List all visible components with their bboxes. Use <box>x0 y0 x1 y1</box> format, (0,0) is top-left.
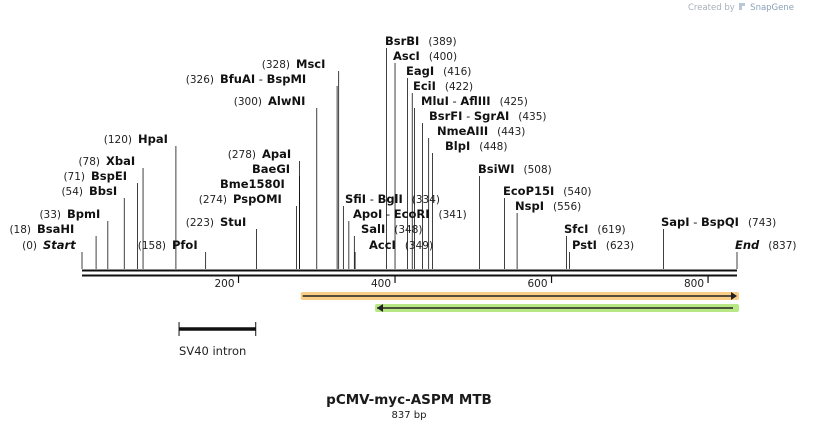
site-name-apai: ApaI <box>262 147 291 161</box>
ruler-label-200: 200 <box>214 278 234 290</box>
site-name-apoi-ecori: ApoI - EcoRI <box>353 207 430 221</box>
site-name-ecii: EciI <box>413 79 436 93</box>
site-name-bfuai-bspmi: BfuAI - BspMI <box>220 72 306 86</box>
site-name-start: Start <box>43 238 76 252</box>
site-position-start: (0) <box>22 240 37 252</box>
ruler-label-400: 400 <box>371 278 391 290</box>
snapgene-logo-icon <box>739 3 746 10</box>
site-name-msci: MscI <box>296 57 325 71</box>
site-name-xbai: XbaI <box>106 154 135 168</box>
site-position-sali: (348) <box>394 224 422 236</box>
site-position-nspi: (556) <box>553 201 581 213</box>
site-name-baegi: BaeGI <box>252 162 290 176</box>
site-position-msci: (328) <box>262 59 290 71</box>
ruler-label-800: 800 <box>684 278 704 290</box>
site-name-end: End <box>735 238 760 252</box>
feature-label-sv40-intron: SV40 intron <box>179 344 246 358</box>
site-name-nspi: NspI <box>515 199 544 213</box>
site-position-sfii-bgli: (334) <box>412 194 440 206</box>
site-position-stui: (223) <box>186 217 214 229</box>
site-position-bpmi: (33) <box>39 209 61 221</box>
site-position-nmeaiii: (443) <box>497 126 525 138</box>
feature-arrowhead-orange-arrow <box>731 292 737 300</box>
site-name-sfii-bgli: SfiI - BglI <box>345 192 403 206</box>
site-name-acci: AccI <box>369 238 396 252</box>
site-name-nmeaiii: NmeAIII <box>437 124 488 138</box>
site-name-bspei: BspEI <box>91 169 127 183</box>
site-position-mlui-afliii: (425) <box>500 96 528 108</box>
site-name-asci: AscI <box>393 49 420 63</box>
site-position-alwni: (300) <box>234 96 262 108</box>
map-length: 837 bp <box>391 410 427 421</box>
site-position-ecii: (422) <box>445 81 473 93</box>
site-name-bme1580i: Bme1580I <box>220 177 285 191</box>
site-position-asci: (400) <box>429 51 457 63</box>
site-position-bsiwi: (508) <box>524 164 552 176</box>
site-name-bsrbi: BsrBI <box>385 34 419 48</box>
site-name-stui: StuI <box>220 215 246 229</box>
site-position-bsahi: (18) <box>9 224 31 236</box>
site-position-bsrfi-sgrai: (435) <box>518 111 546 123</box>
site-position-bfuai-bspmi: (326) <box>186 74 214 86</box>
site-name-bsrfi-sgrai: BsrFI - SgrAI <box>429 109 509 123</box>
feature-arrowhead-green-arrow <box>377 304 384 312</box>
site-name-bpmi: BpmI <box>67 207 100 221</box>
site-position-ecop15i: (540) <box>563 186 591 198</box>
site-name-pfoi: PfoI <box>172 238 198 252</box>
site-position-eagi: (416) <box>443 66 471 78</box>
credit-brand: SnapGene <box>750 3 794 13</box>
site-position-end: (837) <box>768 240 796 252</box>
site-position-blpi: (448) <box>479 141 507 153</box>
credit-prefix: Created by <box>687 3 735 13</box>
site-name-pspomi: PspOMI <box>233 192 282 206</box>
site-position-acci: (349) <box>405 240 433 252</box>
site-name-sapi-bspqi: SapI - BspQI <box>661 215 739 229</box>
ruler-label-600: 600 <box>527 278 547 290</box>
site-position-sapi-bspqi: (743) <box>748 217 776 229</box>
map-title: pCMV-myc-ASPM MTB <box>326 392 492 408</box>
site-name-bbsi: BbsI <box>89 184 117 198</box>
site-position-apai: (278) <box>228 149 256 161</box>
site-name-eagi: EagI <box>406 64 434 78</box>
site-position-bbsi: (54) <box>61 186 83 198</box>
site-name-mlui-afliii: MluI - AflIII <box>421 94 491 108</box>
site-name-sfci: SfcI <box>564 222 588 236</box>
site-name-alwni: AlwNI <box>268 94 305 108</box>
site-name-ecop15i: EcoP15I <box>503 184 554 198</box>
site-position-hpai: (120) <box>104 134 132 146</box>
site-position-xbai: (78) <box>78 156 100 168</box>
site-name-bsahi: BsaHI <box>37 222 74 236</box>
site-name-psti: PstI <box>572 238 597 252</box>
site-position-pspomi: (274) <box>199 194 227 206</box>
site-position-apoi-ecori: (341) <box>439 209 467 221</box>
site-name-blpi: BlpI <box>445 139 470 153</box>
site-position-bsrbi: (389) <box>428 36 456 48</box>
site-position-pfoi: (158) <box>138 240 166 252</box>
snapgene-credit: Created by SnapGene <box>688 2 794 13</box>
site-position-bspei: (71) <box>63 171 85 183</box>
site-name-bsiwi: BsiWI <box>478 162 515 176</box>
site-position-sfci: (619) <box>597 224 625 236</box>
site-name-sali: SalI <box>361 222 385 236</box>
site-name-hpai: HpaI <box>138 132 168 146</box>
site-position-psti: (623) <box>606 240 634 252</box>
